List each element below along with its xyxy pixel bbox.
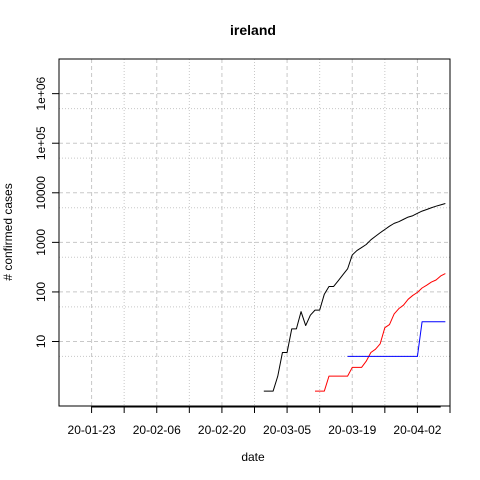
x-tick-label: 20-03-19 [328,423,376,437]
series-line-3 [347,321,446,357]
series-line-2 [315,273,446,392]
y-axis: 10 100 1000 10000 1e+05 1e+06 [34,76,59,348]
x-tick-label: 20-01-23 [68,423,116,437]
grid [59,59,451,406]
x-tick-label: 20-03-05 [263,423,311,437]
x-tick-label: 20-02-06 [133,423,181,437]
y-tick-label: 1e+06 [34,76,48,110]
y-tick-label: 10000 [34,176,48,210]
x-axis: 20-01-23 20-02-06 20-02-20 20-03-05 20-03-19… [68,406,451,437]
chart-title: ireland [230,22,276,38]
y-tick-label: 100 [34,282,48,302]
y-tick-label: 10 [34,335,48,349]
y-axis-label: # confirmed cases [1,183,15,280]
x-tick-label: 20-02-20 [198,423,246,437]
y-tick-label: 1000 [34,229,48,256]
series-layer [263,203,446,392]
y-tick-label: 1e+05 [34,126,48,160]
series-line-1 [263,203,446,392]
x-tick-label: 20-04-02 [393,423,441,437]
x-axis-label: date [241,450,265,464]
